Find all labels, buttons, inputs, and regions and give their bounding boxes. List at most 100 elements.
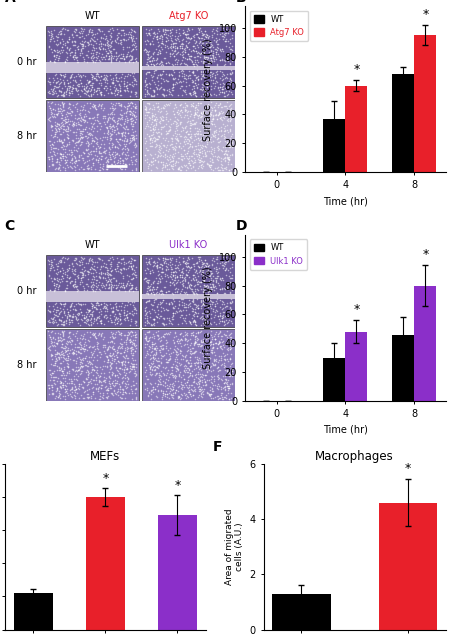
Point [180,366,188,376]
Point [69,347,76,357]
Point [203,104,210,114]
Point [70,261,77,271]
Point [100,280,107,291]
Point [179,46,186,56]
Point [143,73,150,83]
Point [202,90,210,100]
Point [190,149,198,159]
Point [174,344,181,354]
Point [194,294,201,304]
Point [107,260,114,270]
Point [176,141,183,151]
Point [178,105,185,115]
Point [113,352,121,363]
Point [186,382,193,392]
Point [71,27,78,37]
Point [89,82,96,92]
Point [229,369,236,379]
Point [148,70,155,80]
Point [113,73,120,83]
Point [104,71,111,81]
Point [215,151,222,161]
Point [188,361,195,371]
Point [192,298,199,308]
Point [107,351,114,361]
Point [98,318,105,328]
Point [117,357,125,367]
Point [58,24,65,34]
Point [109,77,116,87]
Point [211,301,218,312]
Point [121,347,128,357]
Point [67,389,74,399]
Point [194,333,201,343]
Point [64,111,71,121]
Point [208,67,215,77]
Point [84,269,91,279]
Point [108,149,115,159]
Bar [142,329,234,401]
Point [202,32,209,42]
Point [110,356,117,366]
Point [189,67,197,78]
Point [215,128,222,139]
Point [209,50,216,60]
Point [207,366,214,376]
Point [154,353,162,363]
Point [129,40,136,50]
Point [67,328,74,338]
Point [48,388,55,398]
Point [173,135,180,145]
Point [81,88,88,99]
Point [170,46,177,57]
Point [57,90,64,100]
Point [166,277,174,287]
Point [117,39,125,50]
Point [104,282,112,293]
Point [208,385,216,396]
Point [132,114,140,124]
Point [119,384,126,394]
Point [109,78,117,88]
Point [107,350,114,360]
Point [179,35,186,45]
Point [168,253,176,263]
Point [167,51,174,61]
Point [118,334,125,344]
Point [198,387,205,398]
Point [153,83,161,93]
Point [124,143,131,153]
Point [145,67,153,77]
Point [62,114,69,124]
Point [186,294,193,305]
Point [77,340,85,350]
Point [218,165,225,175]
Point [49,388,56,398]
Point [199,55,207,66]
Point [204,357,211,367]
Point [223,331,230,342]
Point [199,299,206,309]
Point [182,335,189,345]
Point [128,265,135,275]
Point [188,55,195,65]
Point [128,315,135,326]
Point [192,288,199,298]
Point [208,129,216,139]
Point [131,318,138,328]
Point [76,384,83,394]
Point [191,337,198,347]
Point [107,270,114,280]
Point [142,80,149,90]
Point [158,31,165,41]
Point [148,150,155,160]
Point [83,156,90,166]
Point [57,45,64,55]
Point [191,118,198,128]
Point [208,371,215,381]
Point [78,43,86,53]
Point [102,269,109,279]
Point [163,368,171,378]
Point [67,162,74,172]
Point [60,265,67,275]
